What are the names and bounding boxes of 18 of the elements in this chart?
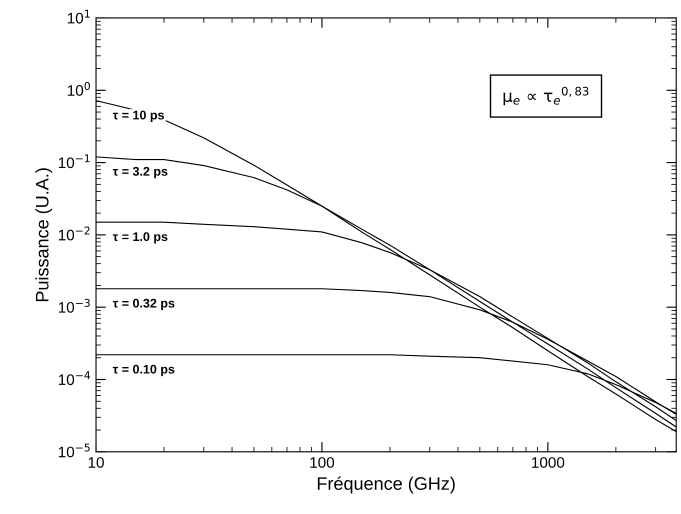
x-tick-label: 100 <box>310 457 334 468</box>
series-label: τ = 1.0 ps <box>112 232 168 244</box>
y-tick-label: 10$^{−5}$ <box>58 444 90 458</box>
y-axis-title: Puissance (U.A.) <box>35 168 52 302</box>
y-tick-label: 10$^{−1}$ <box>58 154 90 168</box>
x-axis-title: Fréquence (GHz) <box>318 476 455 494</box>
x-tick-label: 1000 <box>532 457 564 468</box>
annotation: μ$_{e}$ ∝ τ$_{e}$$^{0,83}$ <box>504 86 588 106</box>
y-tick-label: 10$^{0}$ <box>68 82 90 96</box>
y-tick-label: 10$^{1}$ <box>68 10 90 24</box>
y-tick-label: 10$^{−3}$ <box>58 298 90 313</box>
y-tick-label: 10$^{−4}$ <box>58 371 90 386</box>
y-tick-label: 10$^{−2}$ <box>58 226 90 240</box>
series-label: τ = 10 ps <box>112 110 164 122</box>
series-label: τ = 0.10 ps <box>112 364 174 376</box>
series-label: τ = 0.32 ps <box>112 298 174 310</box>
series-label: τ = 3.2 ps <box>112 166 168 178</box>
x-tick-label: 10 <box>88 457 104 468</box>
